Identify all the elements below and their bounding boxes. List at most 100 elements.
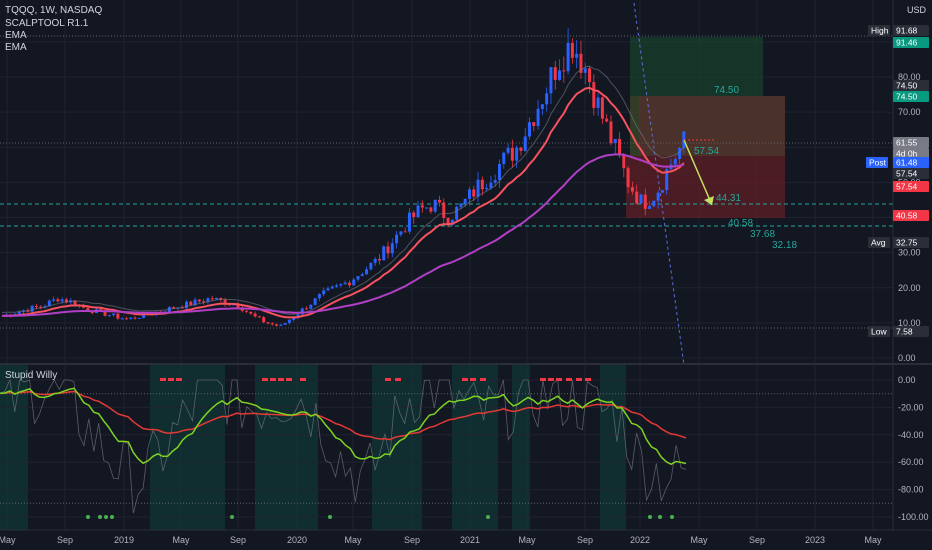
- time-tick: May: [0, 535, 16, 545]
- candle-body: [343, 282, 347, 285]
- candle-body: [223, 299, 227, 305]
- ema-fast-line: [2, 86, 685, 319]
- candle-body: [116, 313, 120, 319]
- oscillator-dot-buy: [486, 515, 490, 519]
- trendline[interactable]: [633, 2, 685, 366]
- candle-body: [339, 284, 343, 286]
- candle-body: [313, 298, 317, 305]
- oscillator-slow-line: [0, 390, 687, 441]
- candle-body: [322, 290, 326, 295]
- oscillator-title[interactable]: Stupid Willy: [5, 370, 58, 381]
- candle-body: [643, 194, 647, 209]
- symbol-title[interactable]: TQQQ, 1W, NASDAQ: [5, 5, 103, 16]
- oscillator-dot-buy: [230, 515, 234, 519]
- candle-body: [292, 317, 296, 320]
- oscillator-tick: -60.00: [898, 457, 924, 467]
- candle-body: [356, 276, 360, 280]
- candle-body: [420, 205, 424, 208]
- candle-body: [562, 70, 566, 72]
- candle-body: [270, 323, 274, 325]
- badge-text: 74.50: [896, 81, 918, 91]
- candle-body: [287, 319, 291, 324]
- candle-body: [39, 306, 43, 308]
- candle-body: [485, 187, 489, 190]
- currency-label[interactable]: USD: [907, 5, 927, 15]
- candle-body: [330, 286, 334, 289]
- candle-body: [395, 234, 399, 244]
- candle-body: [262, 317, 266, 323]
- time-axis[interactable]: May Sep 2019 May Sep 2020 May Sep 2021 May Sep 2022…: [0, 535, 882, 545]
- badge-target-mid2: [893, 91, 929, 102]
- badge-text: 74.50: [896, 92, 918, 102]
- candle-body: [579, 53, 583, 73]
- candle-body: [206, 298, 210, 302]
- candle-body: [510, 147, 514, 161]
- time-tick: Sep: [404, 535, 420, 545]
- oscillator-band: [512, 365, 530, 530]
- candle-body: [523, 136, 527, 151]
- candle-body: [682, 131, 686, 149]
- candle-body: [317, 294, 321, 299]
- candle-body: [446, 217, 450, 226]
- candle-body: [300, 308, 304, 315]
- candle-body: [545, 93, 549, 105]
- oscillator-dot-buy: [670, 515, 674, 519]
- candle-body: [592, 82, 596, 108]
- candle-body: [609, 121, 613, 144]
- badge-text: 61.48: [896, 158, 918, 168]
- badge-text: Post: [869, 158, 887, 168]
- candle-body: [467, 189, 471, 200]
- oscillator-dot-buy: [104, 515, 108, 519]
- oscillator-band: [150, 365, 225, 530]
- price-tick: 10.00: [898, 318, 921, 328]
- oscillator-tick: -40.00: [898, 430, 924, 440]
- candle-body: [540, 104, 544, 109]
- ema-band: [2, 65, 685, 315]
- candle-body: [215, 297, 219, 300]
- candle-body: [566, 42, 570, 72]
- profit-zone-mid: [630, 96, 785, 156]
- candle-body: [386, 246, 390, 254]
- candle-body: [365, 269, 369, 275]
- badge-text: 40.58: [896, 211, 918, 221]
- candle-body: [30, 306, 34, 312]
- candle-body: [407, 212, 411, 232]
- candle-body: [335, 285, 339, 287]
- candle-body: [600, 97, 604, 119]
- candle-body: [425, 207, 429, 209]
- indicator-ema-1[interactable]: EMA: [5, 30, 27, 41]
- badge-stop: [893, 210, 929, 221]
- price-tick: 20.00: [898, 283, 921, 293]
- candle-body: [622, 155, 626, 169]
- candle-body: [493, 180, 497, 183]
- candle-body: [437, 199, 441, 203]
- candle-body: [532, 122, 536, 126]
- candle-body: [197, 299, 201, 302]
- candle-body: [553, 67, 557, 80]
- candle-body: [648, 206, 652, 209]
- oscillator-band-group: [0, 365, 626, 530]
- projection-arrow-head: [704, 196, 714, 205]
- oscillator-axis-ticks[interactable]: 0.00 -20.00 -40.00 -60.00 -80.00 -100.00: [898, 375, 929, 522]
- indicator-ema-2[interactable]: EMA: [5, 42, 27, 53]
- badge-low-label: [868, 326, 890, 337]
- projection-arrow[interactable]: [683, 139, 713, 206]
- candle-body: [86, 307, 90, 312]
- badge-text: 57.54: [896, 169, 918, 179]
- indicator-scalptool[interactable]: SCALPTOOL R1.1: [5, 18, 89, 29]
- candle-body: [630, 187, 634, 192]
- oscillator-dot-sell: [556, 378, 562, 381]
- oscillator-raw-line: [0, 378, 687, 514]
- time-tick: May: [172, 535, 190, 545]
- oscillator-dot-buy: [98, 515, 102, 519]
- time-tick: 2023: [805, 535, 825, 545]
- time-tick: Sep: [749, 535, 765, 545]
- candle-body: [536, 108, 540, 126]
- candle-body: [193, 299, 197, 306]
- oscillator-dot-sell: [286, 378, 292, 381]
- candle-body: [373, 258, 377, 263]
- candle-body: [202, 301, 206, 303]
- candle-body: [73, 300, 77, 306]
